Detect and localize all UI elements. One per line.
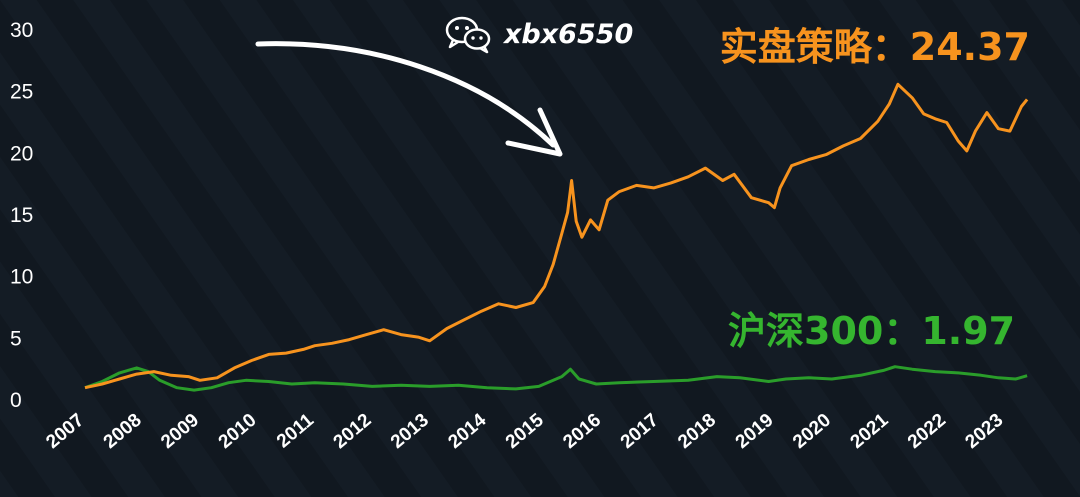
series-line	[84, 82, 1029, 390]
annotation-arrow	[255, 41, 563, 157]
y-tick-label: 5	[10, 327, 22, 350]
index-final-value-label: 沪深300：1.97	[728, 309, 1016, 353]
watermark-text: xbx6550	[504, 18, 634, 50]
watermark: xbx6550	[444, 14, 633, 54]
y-tick-label: 15	[10, 204, 33, 227]
y-tick-label: 25	[10, 81, 33, 104]
series-line	[84, 365, 1028, 392]
strategy-final-value-label: 实盘策略：24.37	[719, 25, 1030, 69]
y-tick-label: 10	[10, 266, 33, 289]
y-tick-label: 30	[10, 19, 33, 42]
series-lines	[84, 82, 1029, 392]
y-tick-label: 20	[10, 142, 33, 165]
y-tick-label: 0	[10, 389, 22, 412]
y-axis: 0 5 10 15 20 25 30	[10, 19, 33, 412]
wechat-icon	[445, 16, 491, 54]
